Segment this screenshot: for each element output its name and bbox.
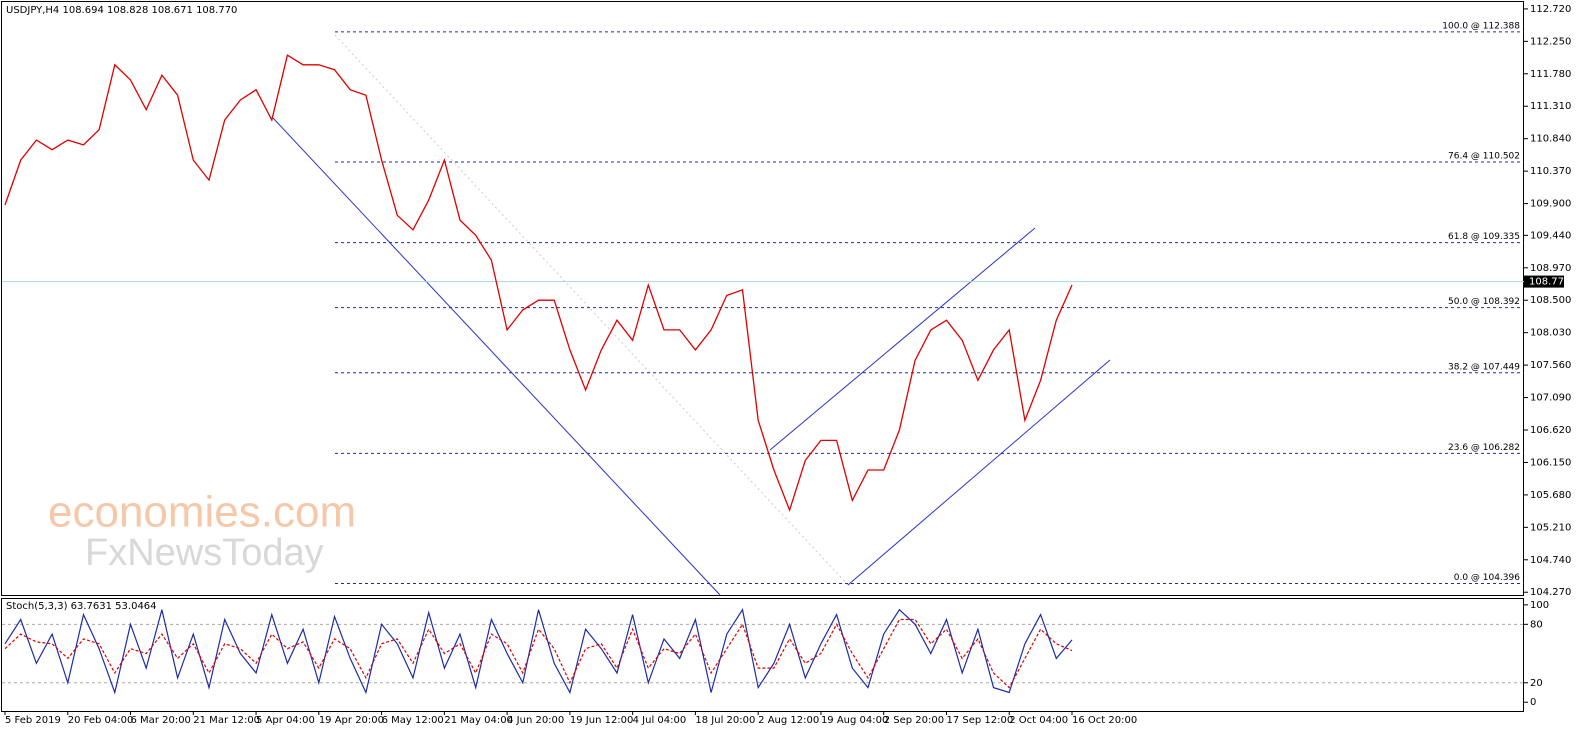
y-tick-label: 106.620 <box>1530 425 1571 436</box>
price-tag-label: 108.770 <box>1529 277 1570 288</box>
y-tick-label: 0 <box>1530 697 1536 708</box>
y-tick-label: 110.370 <box>1530 166 1571 177</box>
channel-bottom <box>847 359 1111 586</box>
y-tick-label: 100 <box>1530 600 1549 611</box>
x-tick-label: 21 Mar 12:00 <box>193 715 260 726</box>
watermark: economies.com <box>48 488 356 537</box>
stoch-line <box>4 618 1073 689</box>
x-tick-label: 2 Sep 20:00 <box>884 715 944 726</box>
y-tick-label: 107.560 <box>1530 360 1571 371</box>
fib-label: 76.4 @ 110.502 <box>1448 152 1520 162</box>
fib-trend <box>334 34 849 586</box>
y-tick-label: 112.250 <box>1530 36 1571 47</box>
x-tick-label: 6 Mar 20:00 <box>131 715 191 726</box>
x-tick-label: 2 Aug 12:00 <box>758 715 819 726</box>
indicator-title: Stoch(5,3,3) 63.7631 53.0464 <box>6 601 157 612</box>
fib-label: 38.2 @ 107.449 <box>1448 362 1520 372</box>
y-tick-label: 112.720 <box>1530 4 1571 15</box>
x-tick-label: 5 Feb 2019 <box>5 715 61 726</box>
y-tick-label: 109.900 <box>1530 199 1571 210</box>
y-tick-label: 104.270 <box>1530 587 1571 598</box>
watermark: FxNewsToday <box>85 532 324 574</box>
y-tick-label: 105.680 <box>1530 490 1571 501</box>
y-tick-label: 20 <box>1530 678 1543 689</box>
fib-label: 50.0 @ 108.392 <box>1448 297 1520 307</box>
stoch-panel <box>1 598 1524 712</box>
chart-title: USDJPY,H4 108.694 108.828 108.671 108.77… <box>6 5 237 16</box>
fib-label: 0.0 @ 104.396 <box>1454 573 1521 583</box>
x-tick-label: 20 Feb 04:00 <box>68 715 134 726</box>
x-tick-label: 19 Apr 20:00 <box>319 715 384 726</box>
fib-label: 23.6 @ 106.282 <box>1448 443 1520 453</box>
trend-line <box>272 117 721 596</box>
stoch-line <box>4 608 1073 695</box>
y-tick-label: 108.970 <box>1530 263 1571 274</box>
fib-label: 100.0 @ 112.388 <box>1442 21 1520 31</box>
y-tick-label: 110.840 <box>1530 134 1571 145</box>
x-tick-label: 5 Apr 04:00 <box>256 715 315 726</box>
y-tick-label: 105.210 <box>1530 522 1571 533</box>
price-tag <box>1524 275 1564 288</box>
price-line <box>4 54 1073 513</box>
channel-top <box>769 227 1036 451</box>
y-tick-label: 106.150 <box>1530 457 1571 468</box>
y-tick-label: 108.500 <box>1530 295 1571 306</box>
x-tick-label: 17 Sep 12:00 <box>946 715 1013 726</box>
y-tick-label: 109.440 <box>1530 230 1571 241</box>
x-tick-label: 18 Jul 20:00 <box>695 715 755 726</box>
x-tick-label: 2 Oct 04:00 <box>1009 715 1068 726</box>
y-tick-label: 104.740 <box>1530 555 1571 566</box>
x-tick-label: 21 May 04:00 <box>444 715 513 726</box>
x-tick-label: 6 May 12:00 <box>382 715 444 726</box>
x-tick-label: 4 Jun 20:00 <box>507 715 564 726</box>
price-panel <box>1 1 1524 596</box>
y-tick-label: 108.030 <box>1530 328 1571 339</box>
x-tick-label: 19 Aug 04:00 <box>821 715 888 726</box>
y-tick-label: 111.780 <box>1530 69 1571 80</box>
x-tick-label: 16 Oct 20:00 <box>1072 715 1137 726</box>
y-tick-label: 111.310 <box>1530 101 1571 112</box>
fib-label: 61.8 @ 109.335 <box>1448 232 1520 242</box>
y-tick-label: 80 <box>1530 619 1543 630</box>
y-tick-label: 107.090 <box>1530 393 1571 404</box>
x-tick-label: 4 Jul 04:00 <box>633 715 687 726</box>
x-tick-label: 19 Jun 12:00 <box>570 715 634 726</box>
